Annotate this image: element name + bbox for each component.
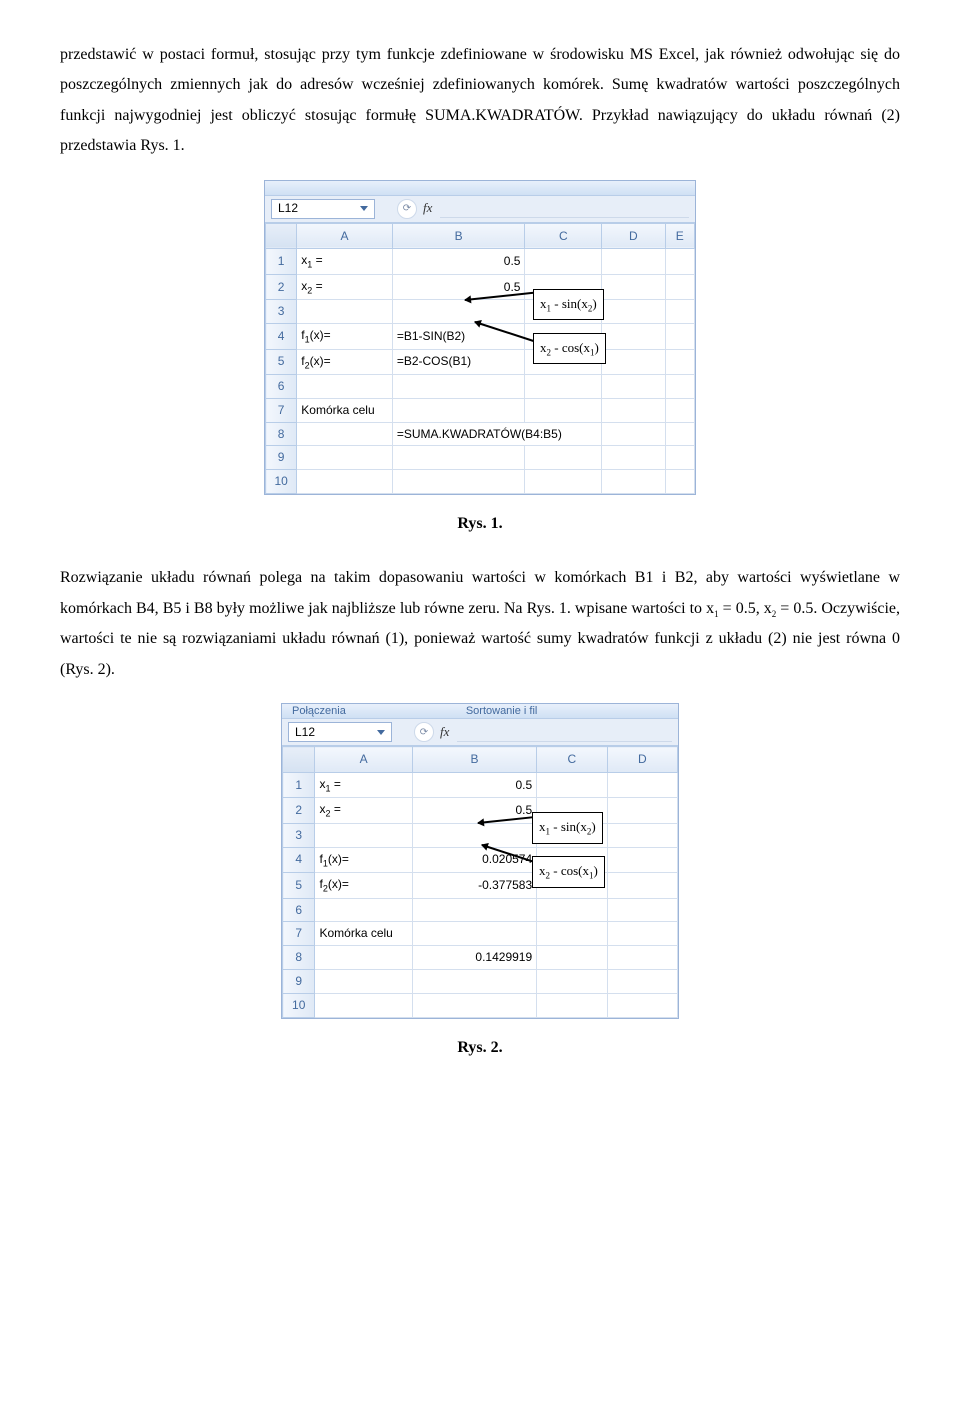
select-all-corner[interactable] (266, 223, 297, 249)
formula-bar[interactable] (457, 723, 672, 742)
chevron-down-icon[interactable] (377, 730, 385, 735)
cell[interactable]: 0.5 (392, 249, 525, 274)
cell[interactable] (525, 249, 602, 274)
row-header[interactable]: 8 (266, 422, 297, 446)
cell[interactable]: =B1-SIN(B2) (392, 324, 525, 349)
col-header-a[interactable]: A (297, 223, 393, 249)
cell[interactable]: 0.5 (412, 772, 536, 797)
row-header[interactable]: 3 (266, 300, 297, 324)
cell[interactable]: =B2-COS(B1) (392, 349, 525, 374)
excel-screenshot-2: Połączenia Sortowanie i fil L12 ⟳ fx A B… (281, 703, 679, 1019)
col-header-a[interactable]: A (315, 747, 412, 773)
row-header[interactable]: 4 (266, 324, 297, 349)
col-header-d[interactable]: D (602, 223, 665, 249)
spreadsheet-grid[interactable]: A B C D 1 x1 = 0.5 2 x2 = 0.5 3 4 f1(x)= (282, 746, 678, 1018)
cell[interactable]: Komórka celu (315, 922, 412, 946)
col-header-d[interactable]: D (607, 747, 677, 773)
row-header[interactable]: 3 (283, 823, 315, 847)
row-header[interactable]: 2 (266, 274, 297, 299)
formula-bar-row: L12 ⟳ fx (282, 719, 678, 746)
row-header[interactable]: 2 (283, 798, 315, 823)
row-header[interactable]: 5 (283, 873, 315, 898)
cell[interactable]: f2(x)= (315, 873, 412, 898)
row-header[interactable]: 7 (266, 398, 297, 422)
name-box[interactable]: L12 (271, 199, 375, 219)
row-header[interactable]: 6 (266, 375, 297, 399)
col-header-b[interactable]: B (412, 747, 536, 773)
row-header[interactable]: 10 (266, 470, 297, 494)
col-header-c[interactable]: C (525, 223, 602, 249)
middle-paragraph: Rozwiązanie układu równań polega na taki… (60, 563, 900, 685)
row-header[interactable]: 6 (283, 898, 315, 922)
row-header[interactable]: 9 (266, 446, 297, 470)
callout-formula-1: x1 - sin(x2) (532, 812, 603, 844)
cell[interactable]: Komórka celu (297, 398, 393, 422)
cell[interactable]: =SUMA.KWADRATÓW(B4:B5) (392, 422, 601, 446)
cell[interactable]: 0.1429919 (412, 946, 536, 970)
ribbon-group-right: Sortowanie i fil (466, 701, 538, 722)
cell[interactable]: 0.5 (412, 798, 536, 823)
cell[interactable]: x1 = (297, 249, 393, 274)
cell[interactable]: x1 = (315, 772, 412, 797)
ribbon-bar (265, 181, 695, 196)
formula-bar[interactable] (440, 199, 689, 218)
cell[interactable]: -0.377583 (412, 873, 536, 898)
col-header-b[interactable]: B (392, 223, 525, 249)
callout-formula-2: x2 - cos(x1) (532, 856, 605, 888)
ribbon-group-left: Połączenia (292, 701, 346, 722)
row-header[interactable]: 10 (283, 993, 315, 1017)
excel-screenshot-1: L12 ⟳ fx A B C D E 1 x1 = 0.5 (264, 180, 696, 496)
row-header[interactable]: 8 (283, 946, 315, 970)
callout-formula-2: x2 - cos(x1) (533, 333, 606, 365)
fx-icon[interactable]: fx (440, 720, 449, 745)
name-box-value: L12 (295, 721, 315, 744)
row-header[interactable]: 5 (266, 349, 297, 374)
ribbon-bar: Połączenia Sortowanie i fil (282, 704, 678, 719)
row-header[interactable]: 7 (283, 922, 315, 946)
row-header[interactable]: 1 (266, 249, 297, 274)
row-header[interactable]: 1 (283, 772, 315, 797)
cell[interactable]: f1(x)= (297, 324, 393, 349)
refresh-icon[interactable]: ⟳ (397, 199, 417, 219)
cell[interactable] (602, 249, 665, 274)
intro-paragraph: przedstawić w postaci formuł, stosując p… (60, 40, 900, 162)
formula-bar-row: L12 ⟳ fx (265, 196, 695, 223)
callout-formula-1: x1 - sin(x2) (533, 289, 604, 321)
cell[interactable]: f2(x)= (297, 349, 393, 374)
refresh-icon[interactable]: ⟳ (414, 722, 434, 742)
select-all-corner[interactable] (283, 747, 315, 773)
fx-icon[interactable]: fx (423, 196, 432, 221)
col-header-c[interactable]: C (537, 747, 607, 773)
figure-2-caption: Rys. 2. (60, 1033, 900, 1063)
cell[interactable] (665, 249, 694, 274)
chevron-down-icon[interactable] (360, 206, 368, 211)
cell[interactable]: x2 = (297, 274, 393, 299)
figure-1-caption: Rys. 1. (60, 509, 900, 539)
spreadsheet-grid[interactable]: A B C D E 1 x1 = 0.5 2 x2 = 0.5 3 (265, 223, 695, 495)
row-header[interactable]: 4 (283, 847, 315, 872)
col-header-e[interactable]: E (665, 223, 694, 249)
name-box-value: L12 (278, 197, 298, 220)
row-header[interactable]: 9 (283, 969, 315, 993)
name-box[interactable]: L12 (288, 722, 392, 742)
cell[interactable]: x2 = (315, 798, 412, 823)
cell[interactable]: 0.020574 (412, 847, 536, 872)
cell[interactable]: f1(x)= (315, 847, 412, 872)
